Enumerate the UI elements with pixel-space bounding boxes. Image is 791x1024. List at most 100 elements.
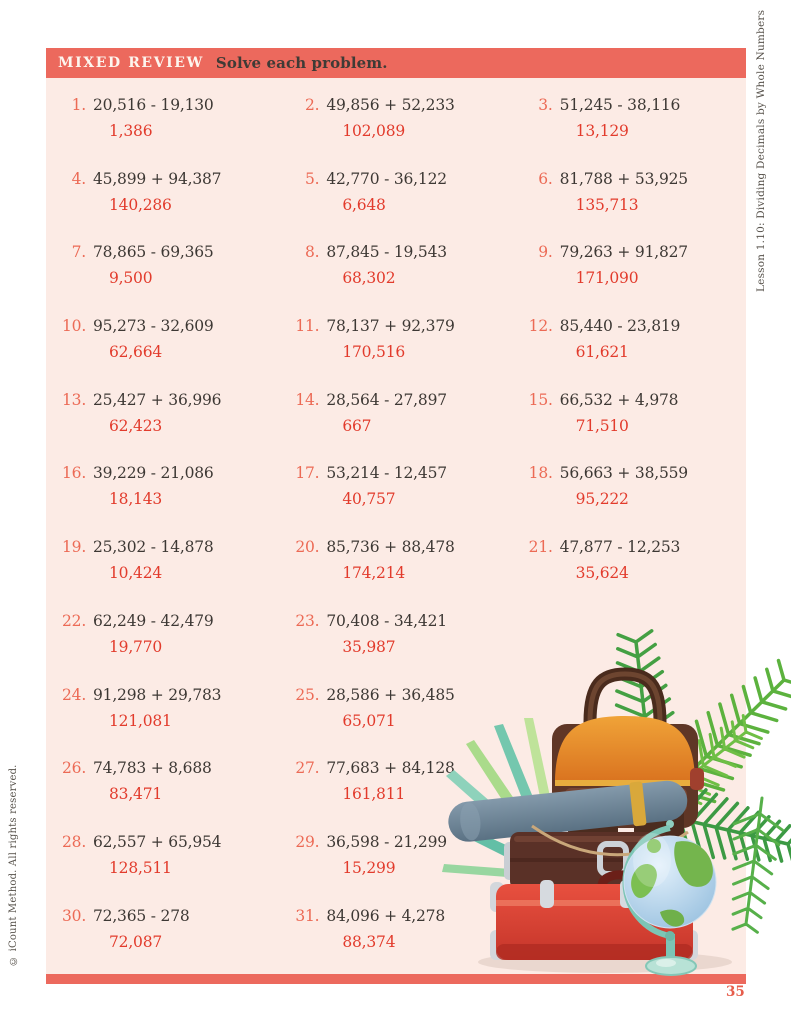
problem-line: 21. 47,877 - 12,253 — [529, 537, 746, 557]
problem-cell: 3. 51,245 - 38,116 13,129 — [513, 95, 746, 169]
problem-number: 23. — [295, 611, 320, 630]
problem-number: 31. — [295, 906, 320, 925]
problem-line: 22. 62,249 - 42,479 — [62, 611, 279, 631]
problem-row: 28. 62,557 + 65,954 128,511 29. 36,598 -… — [46, 832, 746, 906]
problem-expression: 47,877 - 12,253 — [559, 538, 681, 557]
problem-number: 7. — [71, 243, 87, 262]
problem-cell: 11. 78,137 + 92,379 170,516 — [279, 316, 512, 390]
problem-expression: 79,263 + 91,827 — [559, 243, 689, 262]
problem-expression: 85,440 - 23,819 — [559, 317, 681, 336]
problem-line: 16. 39,229 - 21,086 — [62, 463, 279, 483]
problem-cell: 16. 39,229 - 21,086 18,143 — [46, 463, 279, 537]
problem-answer: 62,664 — [109, 343, 163, 362]
problem-line: 11. 78,137 + 92,379 — [295, 316, 512, 336]
problem-cell: 15. 66,532 + 4,978 71,510 — [513, 390, 746, 464]
problem-line: 2. 49,856 + 52,233 — [295, 95, 512, 115]
problem-cell: 28. 62,557 + 65,954 128,511 — [46, 832, 279, 906]
problem-cell: 5. 42,770 - 36,122 6,648 — [279, 169, 512, 243]
problem-number: 26. — [62, 759, 87, 778]
problem-cell: 13. 25,427 + 36,996 62,423 — [46, 390, 279, 464]
problem-expression: 70,408 - 34,421 — [326, 611, 447, 630]
problem-row: 10. 95,273 - 32,609 62,664 11. 78,137 + … — [46, 316, 746, 390]
palm-frond-front — [731, 796, 784, 934]
problem-number: 19. — [62, 538, 87, 557]
problem-line: 27. 77,683 + 84,128 — [295, 758, 512, 778]
problem-row: 26. 74,783 + 8,688 83,471 27. 77,683 + 8… — [46, 758, 746, 832]
problem-line: 19. 25,302 - 14,878 — [62, 537, 279, 557]
problem-answer: 13,129 — [575, 122, 629, 140]
problem-number: 16. — [62, 464, 87, 483]
palm-frond — [731, 796, 784, 934]
problem-line: 29. 36,598 - 21,299 — [295, 832, 512, 852]
problem-expression: 84,096 + 4,278 — [326, 906, 445, 925]
problem-answer: 135,713 — [575, 195, 639, 214]
problem-expression: 25,427 + 36,996 — [93, 390, 222, 409]
problem-answer: 18,143 — [109, 490, 163, 509]
problem-answer: 174,214 — [342, 564, 406, 583]
illustration-svg — [442, 629, 791, 976]
problem-expression: 53,214 - 12,457 — [326, 464, 447, 483]
problem-number: 4. — [71, 169, 87, 188]
problem-line: 28. 62,557 + 65,954 — [62, 832, 279, 852]
problem-answer: 72,087 — [109, 932, 163, 951]
problem-line: 20. 85,736 + 88,478 — [295, 537, 512, 557]
problem-cell: 7. 78,865 - 69,365 9,500 — [46, 242, 279, 316]
problem-expression: 66,532 + 4,978 — [559, 390, 679, 409]
problem-answer: 83,471 — [109, 785, 163, 804]
problem-cell: 18. 56,663 + 38,559 95,222 — [513, 463, 746, 537]
problem-line: 30. 72,365 - 278 — [62, 906, 279, 926]
problem-expression: 95,273 - 32,609 — [93, 317, 214, 336]
problem-cell: 4. 45,899 + 94,387 140,286 — [46, 169, 279, 243]
problem-expression: 49,856 + 52,233 — [326, 96, 455, 114]
problem-cell: 29. 36,598 - 21,299 15,299 — [279, 832, 512, 906]
problem-row: 13. 25,427 + 36,996 62,423 14. 28,564 - … — [46, 390, 746, 464]
problem-number: 27. — [295, 759, 320, 778]
problem-number: 1. — [71, 96, 87, 114]
problem-line: 1. 20,516 - 19,130 — [62, 95, 279, 115]
problem-expression: 78,865 - 69,365 — [93, 243, 214, 262]
problem-number: 5. — [304, 169, 320, 188]
problem-answer: 71,510 — [575, 416, 629, 435]
problem-expression: 25,302 - 14,878 — [93, 538, 214, 557]
problem-line: 18. 56,663 + 38,559 — [529, 463, 746, 483]
problem-row: 19. 25,302 - 14,878 10,424 20. 85,736 + … — [46, 537, 746, 611]
problem-number: 6. — [538, 169, 553, 188]
problem-expression: 62,557 + 65,954 — [93, 832, 222, 851]
problem-line: 5. 42,770 - 36,122 — [295, 169, 512, 189]
problem-number: 12. — [528, 317, 553, 336]
bottom-accent-bar — [46, 974, 746, 984]
problem-answer: 61,621 — [575, 343, 629, 362]
problem-answer: 161,811 — [342, 785, 406, 804]
problem-row: 1. 20,516 - 19,130 1,386 2. 49,856 + 52,… — [46, 95, 746, 169]
problem-number: 28. — [62, 832, 87, 851]
problem-expression: 78,137 + 92,379 — [326, 317, 455, 336]
problem-expression: 74,783 + 8,688 — [93, 759, 212, 778]
problem-number: 13. — [62, 390, 87, 409]
problem-number: 10. — [62, 317, 87, 336]
problem-line: 7. 78,865 - 69,365 — [62, 242, 279, 262]
problem-number: 18. — [528, 464, 553, 483]
problem-answer: 40,757 — [342, 490, 396, 509]
problem-row: 16. 39,229 - 21,086 18,143 17. 53,214 - … — [46, 463, 746, 537]
header-bar: MIXED REVIEW Solve each problem. — [46, 48, 746, 78]
problem-cell: 22. 62,249 - 42,479 19,770 — [46, 611, 279, 685]
problem-line: 15. 66,532 + 4,978 — [529, 390, 746, 410]
problem-cell: 31. 84,096 + 4,278 88,374 — [279, 906, 512, 980]
problem-answer: 35,624 — [575, 564, 629, 583]
problems-grid: 1. 20,516 - 19,130 1,386 2. 49,856 + 52,… — [46, 48, 746, 979]
problem-expression: 77,683 + 84,128 — [326, 759, 455, 778]
problem-line: 25. 28,586 + 36,485 — [295, 685, 512, 705]
problem-row: 22. 62,249 - 42,479 19,770 23. 70,408 - … — [46, 611, 746, 685]
problem-row: 4. 45,899 + 94,387 140,286 5. 42,770 - 3… — [46, 169, 746, 243]
problem-answer: 35,987 — [342, 637, 396, 656]
problem-line: 4. 45,899 + 94,387 — [62, 169, 279, 189]
problem-number: 3. — [538, 96, 553, 114]
problem-cell: 25. 28,586 + 36,485 65,071 — [279, 685, 512, 759]
problem-cell: 6. 81,788 + 53,925 135,713 — [513, 169, 746, 243]
problem-expression: 39,229 - 21,086 — [93, 464, 214, 483]
problem-answer: 667 — [342, 416, 372, 435]
problem-expression: 20,516 - 19,130 — [93, 96, 214, 114]
problem-expression: 72,365 - 278 — [93, 906, 190, 925]
problem-line: 6. 81,788 + 53,925 — [529, 169, 746, 189]
